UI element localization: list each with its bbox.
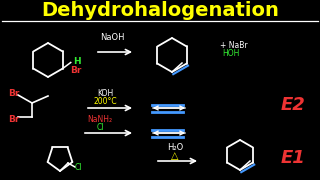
Text: Cl: Cl [96,123,104,132]
Text: Br: Br [8,89,20,98]
Text: + NaBr: + NaBr [220,40,248,50]
Text: Dehydrohalogenation: Dehydrohalogenation [41,1,279,21]
Text: HOH: HOH [222,50,239,59]
Text: H₂O: H₂O [167,143,183,152]
Text: E1: E1 [281,149,305,167]
Text: KOH: KOH [97,89,113,98]
Text: △: △ [171,151,179,161]
Text: E2: E2 [281,96,305,114]
Text: H: H [73,57,80,66]
Text: Cl: Cl [75,163,83,172]
Text: Br: Br [70,66,81,75]
Text: NaOH: NaOH [100,33,124,42]
Text: 200°C: 200°C [93,96,117,105]
Text: Br: Br [8,114,20,123]
Text: NaNH₂: NaNH₂ [87,116,113,125]
